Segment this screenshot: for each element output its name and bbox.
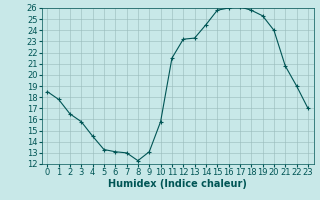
X-axis label: Humidex (Indice chaleur): Humidex (Indice chaleur)	[108, 179, 247, 189]
